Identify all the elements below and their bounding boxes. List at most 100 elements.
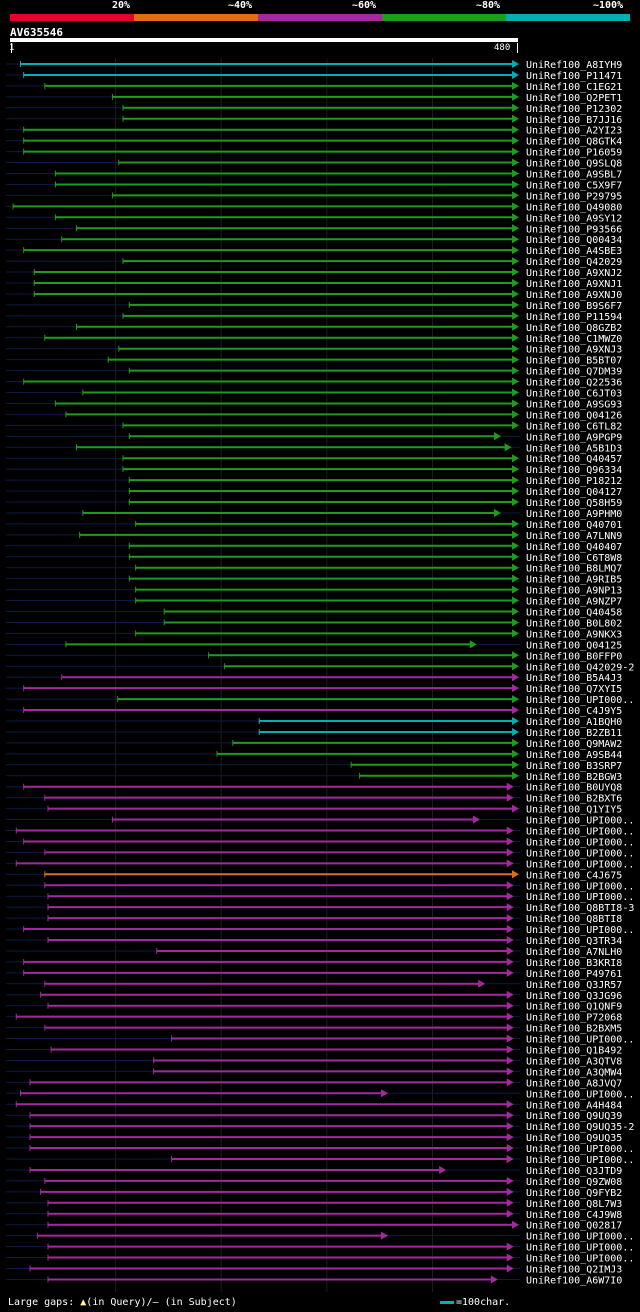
hit-end-arrow: [512, 738, 519, 747]
hit-label: UniRef100_C4J9W8: [526, 1210, 622, 1221]
query-end-tick: [517, 43, 518, 53]
hit-label: UniRef100_UPI000..: [526, 816, 634, 827]
hit-end-arrow: [490, 1275, 498, 1284]
hit-label: UniRef100_Q1B492: [526, 1046, 622, 1057]
legend-segment-40: [134, 14, 258, 21]
hit-end-arrow: [506, 968, 514, 977]
hit-label: UniRef100_UPI000..: [526, 837, 634, 848]
hit-end-arrow: [506, 1155, 514, 1163]
hit-label: UniRef100_A9RIB5: [526, 575, 622, 586]
hit-end-arrow: [512, 563, 519, 572]
hit-label: UniRef100_Q9SLQ8: [526, 159, 622, 170]
query-start-tick: [11, 43, 12, 53]
hit-label: UniRef100_UPI000..: [526, 1243, 634, 1254]
hit-end-arrow: [512, 760, 519, 769]
hit-label: UniRef100_A3QMW4: [526, 1067, 622, 1078]
hit-end-arrow: [512, 727, 519, 736]
hit-end-arrow: [506, 925, 514, 934]
hit-end-arrow: [512, 651, 519, 660]
hit-label: UniRef100_A1BQH0: [526, 717, 622, 728]
hit-label: UniRef100_Q9ZW08: [526, 1177, 622, 1188]
hit-end-arrow: [506, 859, 514, 868]
hit-label: UniRef100_Q9UQ39: [526, 1111, 622, 1122]
hit-label: UniRef100_P11594: [526, 312, 622, 323]
hit-label: UniRef100_B2ZB11: [526, 728, 622, 739]
gap-legend-text: (in Query)/– (in Subject): [86, 1297, 237, 1308]
hit-label: UniRef100_A4H484: [526, 1100, 622, 1111]
hit-label: UniRef100_Q40457: [526, 454, 622, 465]
hit-label: UniRef100_UPI000..: [526, 1155, 634, 1166]
hit-label: UniRef100_A9NP13: [526, 586, 622, 597]
identity-legend-bar: [10, 14, 630, 21]
hit-end-arrow: [512, 771, 519, 780]
hit-label: UniRef100_Q9UQ35: [526, 1133, 622, 1144]
hit-label: UniRef100_C6T8W8: [526, 553, 622, 564]
hit-label: UniRef100_Q9UQ35-2: [526, 1122, 634, 1133]
gap-legend-prefix: Large gaps:: [8, 1297, 75, 1308]
hit-end-arrow: [512, 749, 519, 758]
hit-label: UniRef100_B0FFP0: [526, 651, 622, 662]
hit-label: UniRef100_UPI000..: [526, 1089, 634, 1100]
legend-label-20: 20%: [112, 0, 131, 11]
hit-end-arrow: [506, 1034, 514, 1043]
hit-end-arrow: [381, 1231, 389, 1240]
hit-end-arrow: [512, 70, 519, 79]
hit-end-arrow: [506, 1198, 514, 1207]
hit-end-arrow: [506, 990, 514, 999]
hit-label: UniRef100_UPI000..: [526, 827, 634, 838]
hit-end-arrow: [506, 1209, 514, 1218]
hit-label: UniRef100_Q3JG96: [526, 991, 622, 1002]
hit-end-arrow: [512, 629, 519, 638]
hit-end-arrow: [512, 300, 519, 309]
hit-label: UniRef100_A7LNN9: [526, 531, 622, 542]
hit-label: UniRef100_Q3JTD9: [526, 1166, 622, 1177]
hit-end-arrow: [506, 782, 514, 791]
hit-label: UniRef100_B2BXM5: [526, 1024, 622, 1035]
hit-label: UniRef100_B9S6F7: [526, 301, 622, 312]
hit-label: UniRef100_Q22536: [526, 378, 622, 389]
hit-end-arrow: [512, 519, 519, 528]
query-end-label: 480: [494, 43, 511, 53]
legend-label-80: ~80%: [476, 0, 501, 11]
hit-end-arrow: [512, 706, 519, 715]
hit-label: UniRef100_B2BXT6: [526, 794, 622, 805]
hit-end-arrow: [512, 169, 519, 178]
hit-end-arrow: [512, 202, 519, 211]
hit-end-arrow: [512, 311, 519, 320]
hit-label: UniRef100_Q04126: [526, 410, 622, 421]
hit-end-arrow: [512, 421, 519, 430]
legend-segment-80: [382, 14, 506, 21]
hit-end-arrow: [512, 268, 519, 277]
hit-end-arrow: [506, 1144, 514, 1153]
hit-label: UniRef100_Q8BTI8: [526, 914, 622, 925]
hit-label: UniRef100_Q8L7W3: [526, 1199, 622, 1210]
hit-label: UniRef100_B5A4J3: [526, 673, 622, 684]
legend-segment-60: [258, 14, 382, 21]
hit-end-arrow: [512, 607, 519, 616]
hit-end-arrow: [512, 136, 519, 145]
hit-label: UniRef100_UPI000..: [526, 1144, 634, 1155]
hit-label: UniRef100_B3SRP7: [526, 761, 622, 772]
hit-end-arrow: [506, 793, 514, 802]
hit-label: UniRef100_Q96334: [526, 465, 622, 476]
hit-end-arrow: [506, 903, 514, 912]
hit-end-arrow: [506, 892, 514, 901]
hit-end-arrow: [506, 1012, 514, 1021]
hit-label: UniRef100_UPI000..: [526, 892, 634, 903]
hit-end-arrow: [506, 848, 514, 857]
hit-end-arrow: [512, 224, 519, 233]
hit-label: UniRef100_UPI000..: [526, 1232, 634, 1243]
hit-end-arrow: [506, 1133, 514, 1142]
hit-label: UniRef100_Q40458: [526, 608, 622, 619]
hit-end-arrow: [512, 191, 519, 200]
hit-end-arrow: [512, 103, 519, 112]
hit-label: UniRef100_Q49080: [526, 202, 622, 213]
legend-label-60: ~60%: [352, 0, 377, 11]
hit-label: UniRef100_Q8BTI8-3: [526, 903, 634, 914]
hit-label: UniRef100_Q04127: [526, 487, 622, 498]
hit-label: UniRef100_Q2PET1: [526, 93, 622, 104]
hit-end-arrow: [512, 717, 519, 725]
hit-end-arrow: [512, 235, 519, 244]
hit-label: UniRef100_Q00434: [526, 235, 622, 246]
